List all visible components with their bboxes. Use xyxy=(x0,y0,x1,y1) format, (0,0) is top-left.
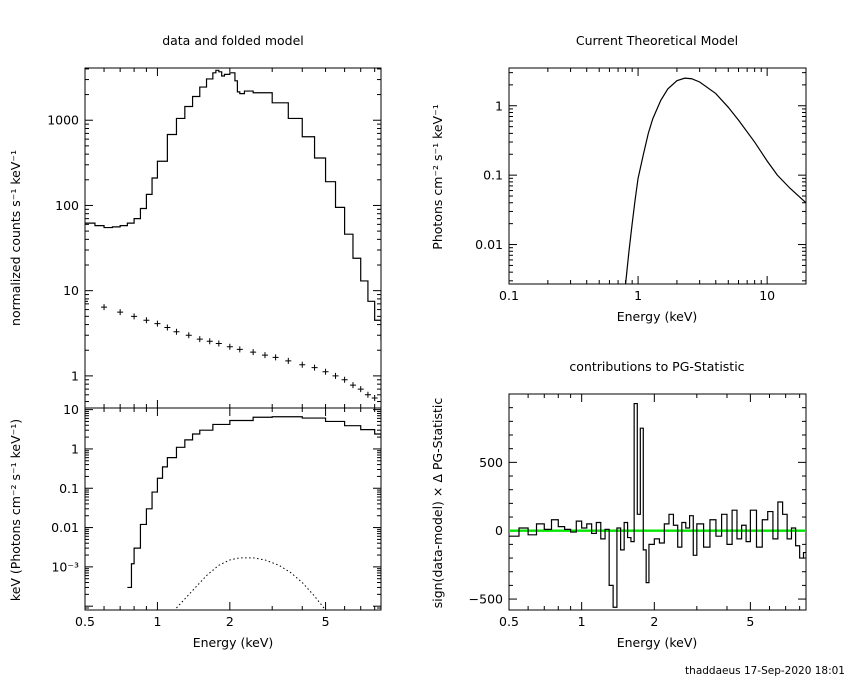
model-series-0-line xyxy=(624,77,806,284)
counts-series-1-point xyxy=(332,372,339,379)
eeuf-series-1-line xyxy=(176,557,326,610)
residuals-series-group xyxy=(509,402,806,608)
eeuf-x-tick-label: 1 xyxy=(153,614,161,629)
counts-series-1-point xyxy=(215,340,222,347)
counts-series-1-point xyxy=(117,309,124,316)
model-ylabel: Photons cm⁻² s⁻¹ keV⁻¹ xyxy=(430,104,445,249)
model-xlabel: Energy (keV) xyxy=(617,309,698,324)
counts-series-1-point xyxy=(143,317,150,324)
eeuf-ylabel: keV (Photons cm⁻² s⁻¹ keV⁻¹) xyxy=(8,419,23,601)
counts-series-1-point xyxy=(196,336,203,343)
counts-series-1-point xyxy=(101,304,108,311)
residuals-x-tick-label: 5 xyxy=(746,614,754,629)
counts-series-1-point xyxy=(272,354,279,361)
eeuf-panel: 0.5 1 2 5 10⁻³ 0.01 0.1 1 10 xyxy=(51,402,382,629)
counts-series-group xyxy=(85,69,381,405)
counts-series-1-point xyxy=(378,398,381,405)
model-x-tick-label: 1 xyxy=(634,288,642,303)
counts-frame xyxy=(84,67,382,409)
counts-series-1-point xyxy=(85,298,88,305)
counts-y-tick-label: 1000 xyxy=(47,113,79,128)
counts-series-1-point xyxy=(341,376,348,383)
counts-y-tick-label: 1 xyxy=(71,368,79,383)
residuals-y-tick-label: 500 xyxy=(479,455,503,470)
counts-series-1-point xyxy=(285,357,292,364)
model-x-tick-label: 0.1 xyxy=(499,288,519,303)
counts-series-1-point xyxy=(311,364,318,371)
model-y-tick-label: 0.1 xyxy=(483,168,503,183)
counts-panel: 1 10 100 1000 xyxy=(47,67,382,409)
counts-series-1-point xyxy=(322,368,329,375)
eeuf-y-tick-label: 0.1 xyxy=(59,481,79,496)
counts-series-1-point xyxy=(164,324,171,331)
counts-series-1-point xyxy=(185,332,192,339)
counts-panel-title: data and folded model xyxy=(162,33,304,48)
eeuf-x-tick-label: 2 xyxy=(226,614,234,629)
residuals-ylabel: sign(data-model) × Δ PG-Statistic xyxy=(430,398,445,609)
counts-series-1-point xyxy=(371,395,378,402)
model-y-tick-label: 0.01 xyxy=(475,237,503,252)
eeuf-y-tick-label: 1 xyxy=(71,441,79,456)
counts-series-1-point xyxy=(131,313,138,320)
residuals-y-tick-label: 0 xyxy=(495,523,503,538)
counts-y-tick-label: 100 xyxy=(55,198,79,213)
counts-series-1-point xyxy=(154,320,161,327)
counts-series-1-point xyxy=(349,382,356,389)
residuals-panel: 0.5 1 2 5 −500 0 500 xyxy=(469,393,807,629)
counts-series-1-point xyxy=(250,349,257,356)
residuals-xlabel: Energy (keV) xyxy=(617,635,698,650)
model-panel: 0.1 1 10 0.01 0.1 1 xyxy=(475,67,807,303)
residuals-frame xyxy=(508,393,807,611)
residuals-x-tick-label: 0.5 xyxy=(499,614,519,629)
counts-series-0-step xyxy=(85,69,381,341)
footer-stamp: thaddaeus 17-Sep-2020 18:01 xyxy=(685,665,845,677)
residuals-x-tick-label: 1 xyxy=(578,614,586,629)
residuals-y-tick-label: −500 xyxy=(469,592,503,607)
residuals-x-tick-label: 2 xyxy=(650,614,658,629)
counts-series-1-point xyxy=(364,391,371,398)
eeuf-y-tick-label: 0.01 xyxy=(51,520,79,535)
eeuf-x-tick-label: 0.5 xyxy=(75,614,95,629)
eeuf-series-0-step xyxy=(127,416,381,589)
model-frame xyxy=(508,67,807,285)
counts-series-1-point xyxy=(236,346,243,353)
model-y-tick-label: 1 xyxy=(495,98,503,113)
counts-y-tick-label: 10 xyxy=(63,283,79,298)
eeuf-y-tick-label: 10⁻³ xyxy=(51,559,79,574)
counts-series-1-point xyxy=(206,338,213,345)
eeuf-x-tick-label: 5 xyxy=(322,614,330,629)
eeuf-y-tick-label: 10 xyxy=(63,402,79,417)
counts-series-1-point xyxy=(299,361,306,368)
eeuf-xlabel: Energy (keV) xyxy=(193,635,274,650)
residuals-series-0-step xyxy=(509,402,806,608)
residuals-panel-title: contributions to PG-Statistic xyxy=(569,359,744,374)
counts-series-1-point xyxy=(226,343,233,350)
counts-series-1-point xyxy=(261,352,268,359)
eeuf-frame xyxy=(84,407,382,611)
model-series-group xyxy=(624,77,806,284)
counts-series-1-point xyxy=(357,386,364,393)
counts-series-1-point xyxy=(173,328,180,335)
counts-ylabel: normalized counts s⁻¹ keV⁻¹ xyxy=(8,150,23,326)
eeuf-series-group xyxy=(127,416,381,610)
model-panel-title: Current Theoretical Model xyxy=(576,33,738,48)
model-x-tick-label: 10 xyxy=(759,288,775,303)
